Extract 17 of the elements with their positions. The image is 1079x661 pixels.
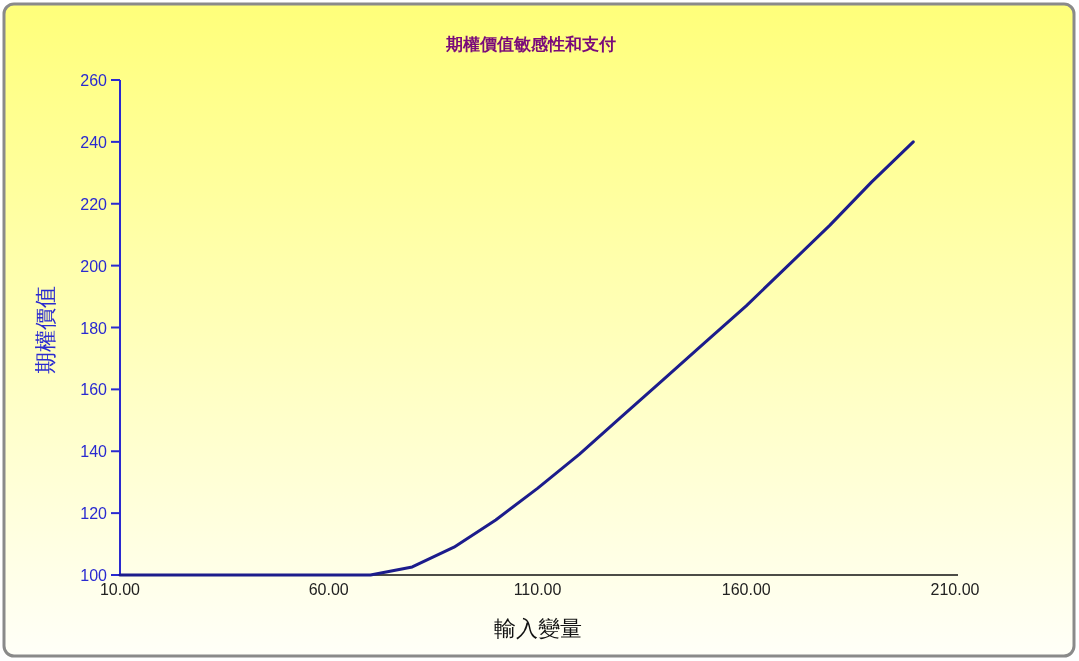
y-tick-label: 100 — [80, 567, 108, 584]
y-tick-label: 240 — [80, 133, 108, 151]
chart-title: 期權價值敏感性和支付 — [444, 34, 616, 54]
y-tick-label: 140 — [80, 443, 108, 461]
y-tick-label: 180 — [80, 319, 108, 337]
x-axis-title: 輸入變量 — [494, 616, 582, 641]
y-tick-label: 120 — [80, 505, 108, 523]
x-tick-label: 10.00 — [99, 581, 141, 598]
y-axis-title: 期權價值 — [33, 286, 58, 374]
y-tick-label: 220 — [80, 195, 108, 213]
y-tick-label: 160 — [80, 381, 108, 399]
x-tick-label: 60.00 — [308, 581, 349, 598]
y-tick-label: 260 — [80, 72, 108, 89]
x-tick-label: 110.00 — [513, 581, 562, 598]
x-tick-label: 210.00 — [930, 581, 980, 598]
y-tick-label: 200 — [80, 257, 108, 275]
x-tick-label: 160.00 — [721, 581, 771, 598]
